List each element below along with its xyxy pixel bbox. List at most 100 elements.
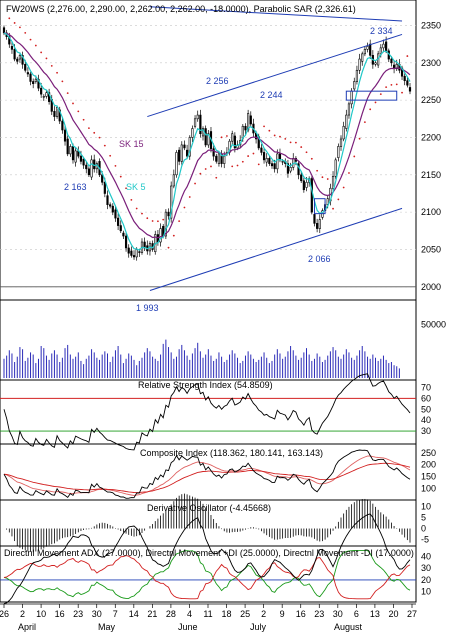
candle-down xyxy=(249,115,252,125)
x-day-label: 20 xyxy=(388,609,398,619)
candle-up xyxy=(339,138,343,147)
sar-dot xyxy=(109,154,112,157)
x-day-label: 18 xyxy=(222,609,232,619)
candle-up xyxy=(207,133,210,146)
sar-dot xyxy=(284,137,287,140)
candle-down xyxy=(10,46,14,50)
sar-dot xyxy=(157,220,159,223)
candle-up xyxy=(55,107,59,117)
candle-up xyxy=(355,69,359,82)
sar-dot xyxy=(194,182,196,185)
x-month-label: June xyxy=(178,622,198,632)
sar-dot xyxy=(268,129,271,132)
candle-down xyxy=(63,129,67,142)
candle-down xyxy=(186,149,189,157)
composite-tick-label: 200 xyxy=(421,460,436,470)
sar-dot xyxy=(204,168,207,170)
candle-up xyxy=(188,137,191,157)
x-day-label: 13 xyxy=(370,609,380,619)
price-series xyxy=(2,6,412,292)
indicator-series xyxy=(0,339,416,604)
composite-line xyxy=(3,449,411,499)
sar-dot xyxy=(167,246,170,249)
candle-up xyxy=(172,174,175,187)
x-day-label: 6 xyxy=(354,609,359,619)
candle-up xyxy=(231,133,234,142)
derivative-tick-label: -5 xyxy=(421,535,429,545)
candle-down xyxy=(48,92,51,102)
sar-dot xyxy=(24,32,27,34)
sar-dot xyxy=(93,131,96,134)
candle-down xyxy=(114,209,117,219)
sar-dot xyxy=(151,220,154,222)
sar-dot xyxy=(337,198,340,201)
candle-down xyxy=(53,111,56,117)
annotation-high-2244: 2 244 xyxy=(260,90,283,100)
sar-dot xyxy=(369,108,372,111)
x-day-label: 7 xyxy=(113,609,118,619)
candle-down xyxy=(103,181,106,194)
candle-up xyxy=(318,219,321,229)
price-tick-label: 2300 xyxy=(421,58,441,68)
sar-dot xyxy=(390,83,393,86)
composite-tick-label: 150 xyxy=(421,472,436,482)
candle-down xyxy=(130,250,133,256)
candle-up xyxy=(265,158,268,163)
candle-up xyxy=(305,181,308,188)
dmi-title: Directnl Movement ADX (27.0000), Directn… xyxy=(4,548,414,558)
candle-down xyxy=(132,255,136,258)
sar-dot xyxy=(188,196,191,198)
candle-down xyxy=(21,55,24,65)
candle-up xyxy=(247,113,250,131)
x-day-label: 21 xyxy=(147,609,157,619)
candle-down xyxy=(37,78,40,89)
candle-down xyxy=(212,148,215,157)
candle-down xyxy=(403,75,406,82)
x-day-label: 14 xyxy=(129,609,139,619)
candle-down xyxy=(13,49,16,60)
candle-down xyxy=(122,232,125,237)
candle-down xyxy=(124,235,128,249)
sar-dot xyxy=(19,26,21,29)
candle-down xyxy=(119,225,122,232)
sar-dot xyxy=(98,136,101,139)
candle-up xyxy=(159,228,162,243)
rsi-title: Relative Strength Index (54.8509) xyxy=(138,380,273,390)
candle-up xyxy=(175,152,178,176)
candle-down xyxy=(106,195,109,205)
sar-dot xyxy=(406,55,409,57)
x-month-label: August xyxy=(334,622,363,632)
candle-down xyxy=(111,205,114,213)
candle-down xyxy=(2,27,6,34)
x-day-label: 10 xyxy=(36,609,46,619)
composite-tick-label: 250 xyxy=(421,448,436,458)
candle-down xyxy=(310,178,313,213)
sar-dot xyxy=(226,135,228,137)
candle-down xyxy=(40,87,43,95)
sar-dot xyxy=(172,234,175,237)
candle-down xyxy=(204,128,207,146)
price-tick-label: 2150 xyxy=(421,170,441,180)
candle-up xyxy=(18,55,22,60)
sar-dot xyxy=(88,127,90,130)
annotation-high-2334: 2 334 xyxy=(370,26,393,36)
x-day-label: 25 xyxy=(240,609,250,619)
candle-down xyxy=(138,251,141,253)
x-month-label: April xyxy=(18,622,36,632)
sar-dot xyxy=(305,151,308,154)
sar-dot xyxy=(162,218,165,221)
candle-down xyxy=(127,247,130,254)
x-day-label: 4 xyxy=(187,609,192,619)
sar-dot xyxy=(199,172,202,175)
trendline-support xyxy=(149,207,403,292)
candle-down xyxy=(313,214,316,224)
candle-up xyxy=(34,78,37,82)
annotation-low-2066: 2 066 xyxy=(308,254,331,264)
sar-dot xyxy=(326,178,329,180)
sar-dot xyxy=(247,155,250,157)
candle-up xyxy=(69,146,72,155)
rsi-tick-label: 30 xyxy=(421,426,431,436)
dmi-tick-label: 40 xyxy=(421,551,431,561)
sar-dot xyxy=(220,136,223,139)
candle-down xyxy=(262,152,266,161)
